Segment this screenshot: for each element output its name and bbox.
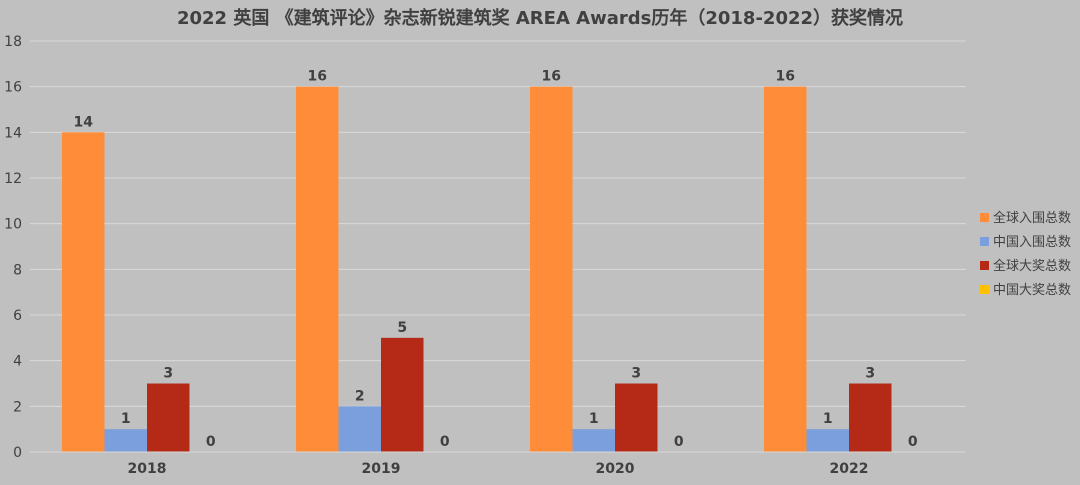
y-tick-label: 14 — [4, 125, 22, 141]
data-label: 3 — [865, 366, 875, 382]
legend-item-label[interactable]: 中国入围总数 — [993, 235, 1071, 250]
x-tick-label: 2022 — [830, 461, 869, 477]
bar-series-2-2019[interactable] — [381, 337, 424, 452]
legend-item-label[interactable]: 中国大奖总数 — [993, 283, 1071, 298]
legend-swatch[interactable] — [980, 213, 989, 222]
bars — [62, 86, 892, 453]
bar-series-0-2020[interactable] — [530, 86, 573, 453]
legend-swatch[interactable] — [980, 237, 989, 246]
y-tick-label: 8 — [13, 262, 22, 278]
legend-swatch[interactable] — [980, 285, 989, 294]
bar-series-2-2020[interactable] — [615, 383, 658, 453]
legend-swatch[interactable] — [980, 261, 989, 270]
bar-series-1-2019[interactable] — [338, 406, 382, 452]
bar-series-0-2018[interactable] — [62, 132, 105, 453]
y-tick-label: 6 — [13, 308, 22, 324]
data-label: 2 — [355, 388, 365, 404]
y-tick-label: 0 — [13, 445, 22, 461]
x-tick-label: 2020 — [596, 461, 635, 477]
bar-series-1-2022[interactable] — [806, 429, 850, 452]
data-label: 0 — [440, 434, 450, 450]
data-label: 16 — [542, 69, 561, 85]
data-label: 5 — [397, 320, 407, 336]
x-tick-label: 2018 — [128, 461, 167, 477]
y-axis: 0 2 4 6 8 10 12 14 16 18 — [4, 34, 22, 461]
bar-series-1-2018[interactable] — [104, 429, 148, 452]
data-label: 1 — [823, 411, 833, 427]
y-tick-label: 16 — [4, 80, 22, 96]
bar-series-0-2019[interactable] — [296, 86, 339, 453]
data-label: 3 — [631, 366, 641, 382]
data-label: 0 — [908, 434, 918, 450]
x-tick-label: 2019 — [362, 461, 401, 477]
chart-title: 2022 英国 《建筑评论》杂志新锐建筑奖 AREA Awards历年（2018… — [176, 8, 904, 29]
data-label: 1 — [589, 411, 599, 427]
data-label: 0 — [674, 434, 684, 450]
y-tick-label: 10 — [4, 217, 22, 233]
x-axis: 2018 2019 2020 2022 — [30, 451, 966, 477]
data-label: 0 — [206, 434, 216, 450]
legend-item-label[interactable]: 全球入围总数 — [993, 210, 1071, 226]
y-tick-label: 2 — [13, 399, 22, 415]
data-label: 16 — [776, 69, 795, 85]
bar-series-1-2020[interactable] — [572, 429, 616, 452]
y-tick-label: 18 — [4, 34, 22, 50]
bar-series-2-2018[interactable] — [147, 383, 190, 453]
data-label: 1 — [121, 411, 131, 427]
data-label: 14 — [74, 114, 94, 130]
y-tick-label: 12 — [4, 171, 22, 187]
data-label: 16 — [308, 69, 327, 85]
legend-item-label[interactable]: 全球大奖总数 — [993, 258, 1071, 274]
y-tick-label: 4 — [13, 354, 22, 370]
bar-series-2-2022[interactable] — [849, 383, 892, 453]
data-label: 3 — [163, 366, 173, 382]
bar-series-0-2022[interactable] — [764, 86, 807, 453]
